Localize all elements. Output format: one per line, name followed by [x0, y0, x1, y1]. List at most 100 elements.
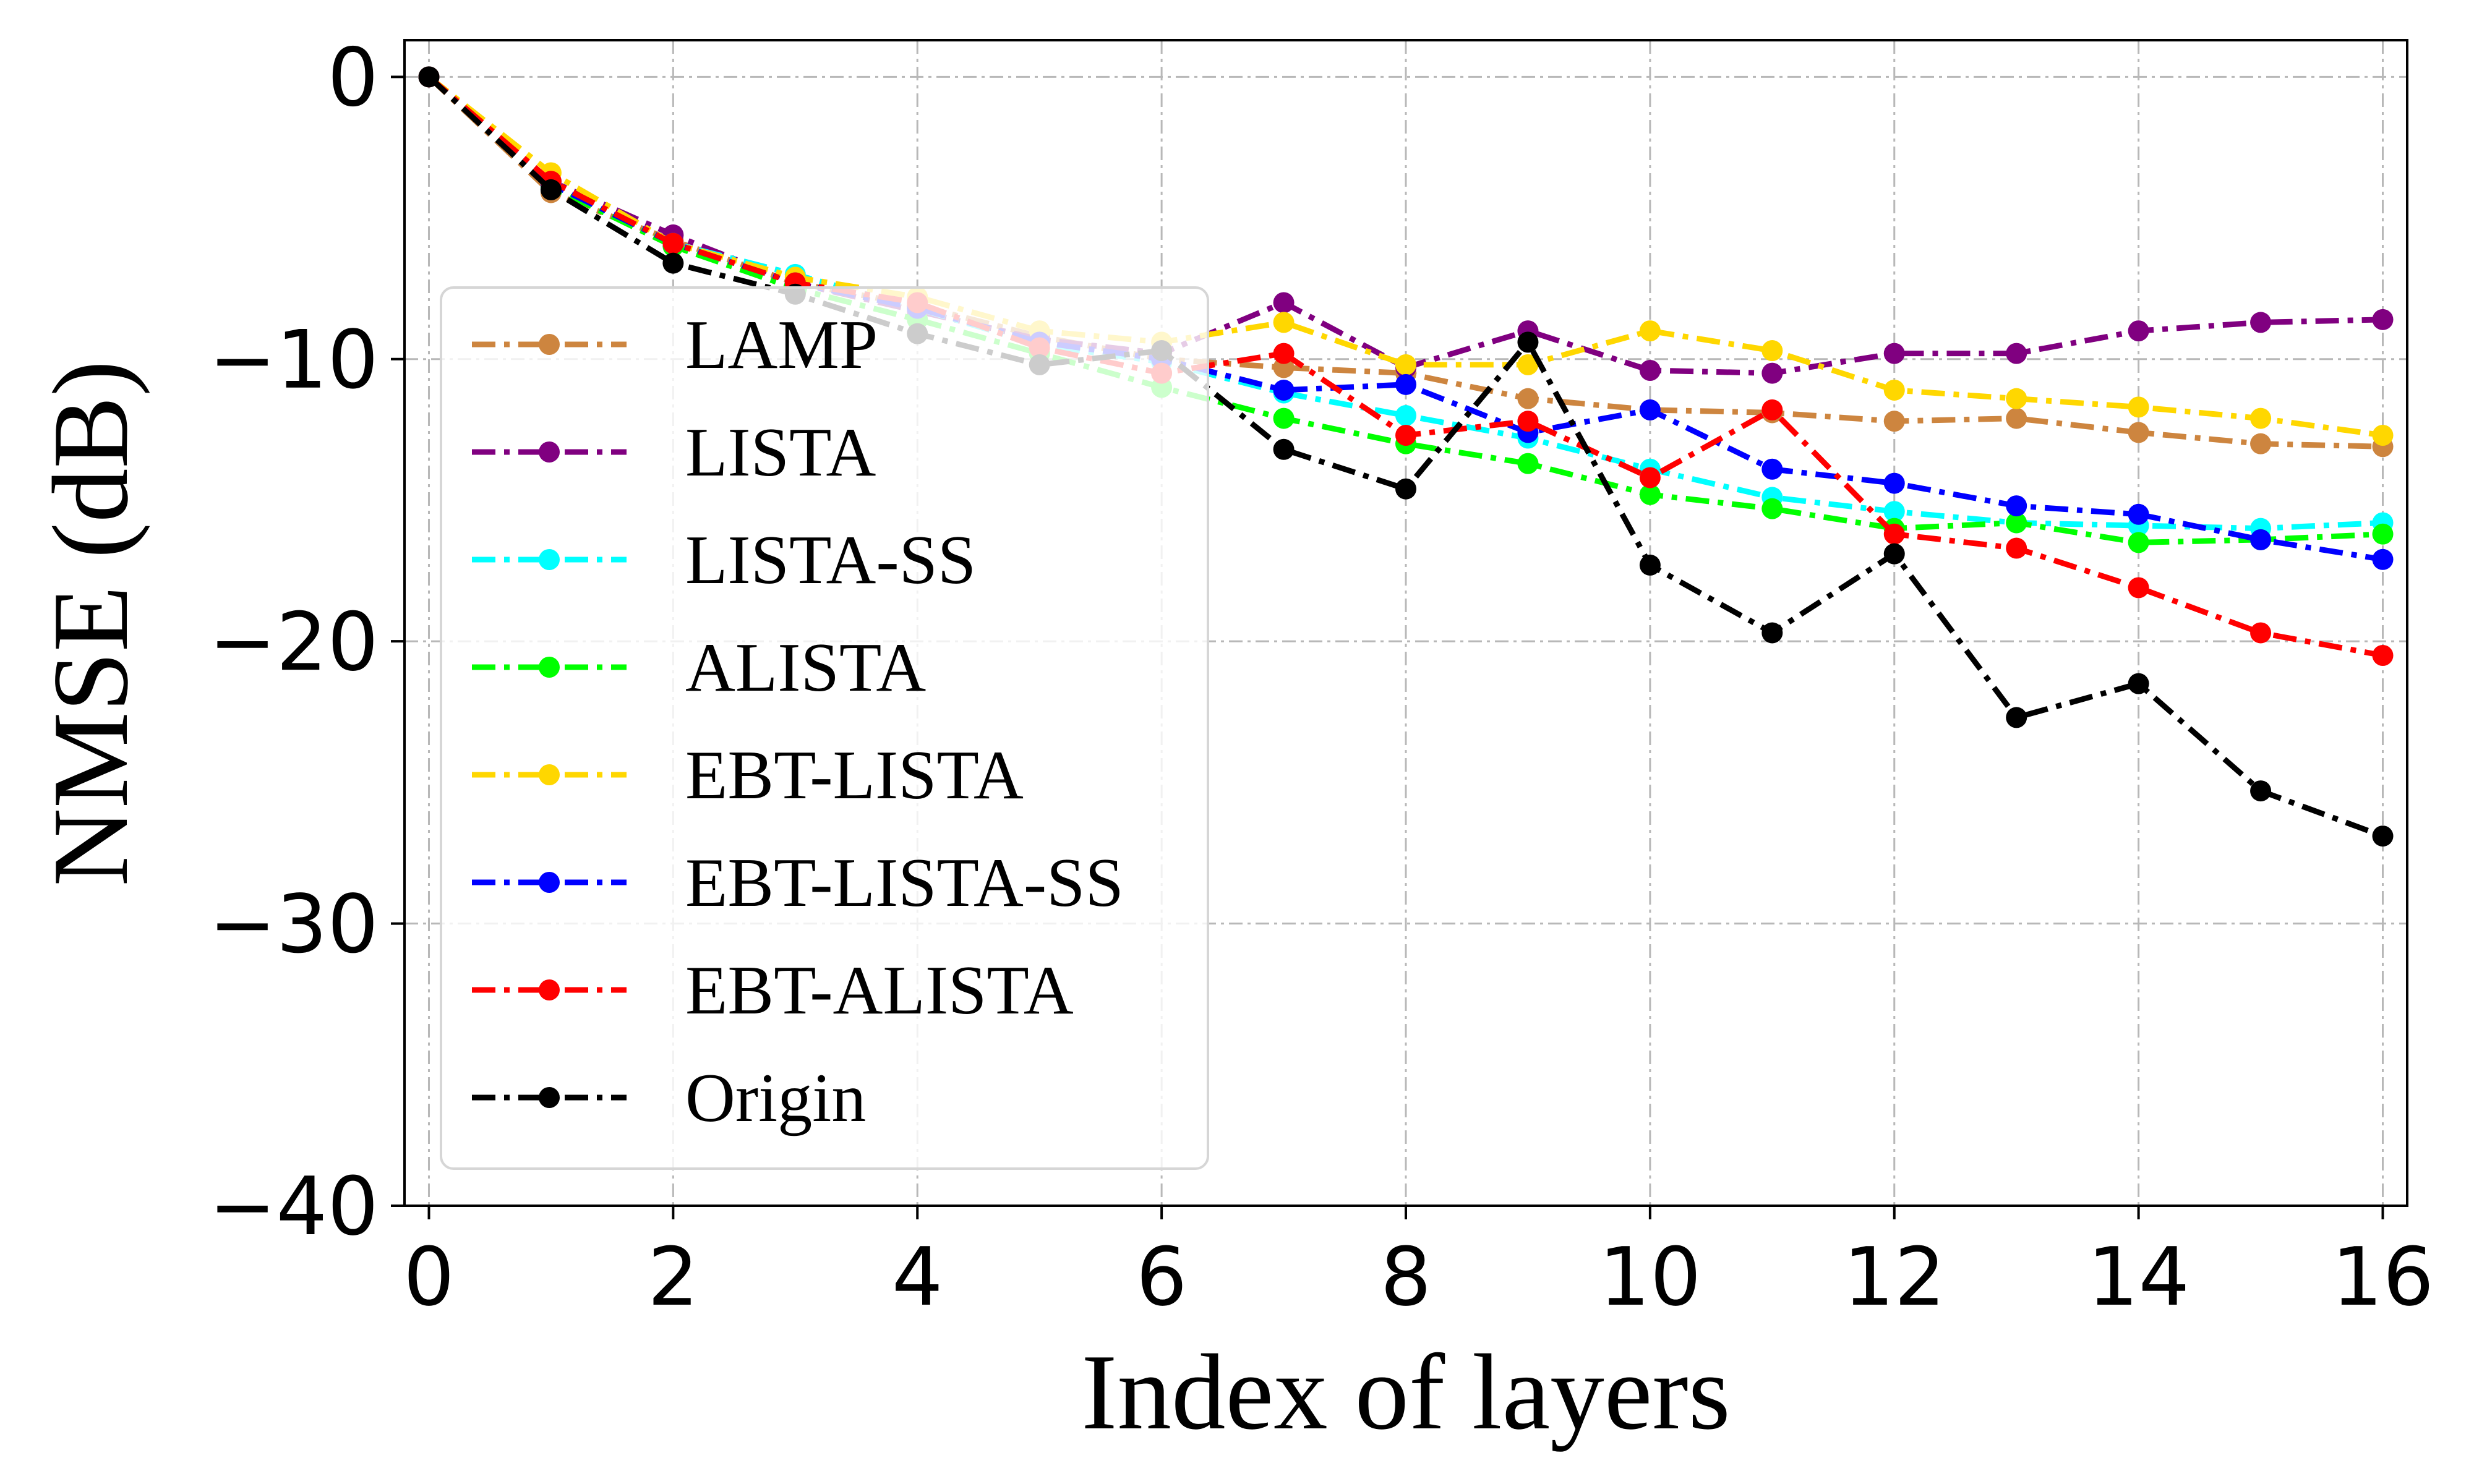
data-point [1883, 543, 1905, 565]
data-point [1761, 622, 1783, 644]
legend-item: LISTA [472, 414, 876, 491]
data-point [1883, 472, 1905, 494]
data-point [1273, 292, 1295, 313]
data-point [1395, 354, 1416, 375]
legend-item: EBT-LISTA-SS [472, 845, 1124, 921]
data-point [2372, 424, 2394, 446]
data-point [2372, 309, 2394, 330]
data-point [1761, 340, 1783, 362]
x-tick-label: 6 [1136, 1230, 1188, 1324]
series-group [418, 66, 2394, 847]
y-tick-label: −30 [209, 877, 379, 971]
legend-swatch-marker [539, 764, 560, 785]
y-tick-label: 0 [327, 30, 379, 124]
legend-label: ALISTA [685, 629, 926, 706]
data-point [2372, 523, 2394, 545]
data-point [2250, 312, 2272, 333]
data-point [1883, 343, 1905, 364]
data-point [2128, 503, 2149, 525]
y-tick-label: −10 [209, 313, 379, 407]
y-tick-label: −20 [209, 595, 379, 689]
data-point [1395, 478, 1416, 500]
legend-swatch-marker [539, 657, 560, 678]
legend: LAMP LISTA LISTA-SS ALISTA EBT-LISTA EBT-LIST… [440, 286, 1209, 1170]
data-point [1761, 458, 1783, 480]
legend-item: ALISTA [472, 629, 926, 706]
data-point [2006, 537, 2027, 559]
x-axis-label: Index of layers [1081, 1332, 1731, 1452]
data-point [2128, 396, 2149, 418]
data-point [662, 232, 684, 254]
data-point [2006, 407, 2027, 429]
data-point [2128, 673, 2149, 694]
data-point [1395, 424, 1416, 446]
legend-label: LISTA [685, 414, 876, 491]
data-point [1761, 399, 1783, 420]
x-tick-label: 2 [648, 1230, 699, 1324]
data-point [1273, 407, 1295, 429]
x-tick-label: 8 [1380, 1230, 1432, 1324]
x-tick-label: 16 [2332, 1230, 2434, 1324]
legend-label: LAMP [685, 307, 878, 383]
data-point [2006, 707, 2027, 728]
x-tick-label: 12 [1843, 1230, 1945, 1324]
data-point [1639, 320, 1661, 342]
legend-swatch-marker [539, 872, 560, 893]
legend-item: EBT-LISTA [472, 737, 1024, 814]
x-tick-label: 0 [403, 1230, 455, 1324]
legend-label: EBT-LISTA [685, 737, 1024, 814]
grid [404, 40, 2407, 1207]
legend-label: Origin [685, 1060, 866, 1136]
data-point [2250, 780, 2272, 802]
data-point [2006, 343, 2027, 364]
legend-box [440, 286, 1209, 1170]
series-line-alista [427, 74, 2383, 545]
series-line-origin [427, 75, 2384, 839]
data-point [1395, 373, 1416, 395]
data-point [1273, 379, 1295, 401]
legend-swatch-marker [539, 979, 560, 1000]
legend-item: EBT-ALISTA [472, 952, 1074, 1029]
data-point [1395, 405, 1416, 427]
data-point [1639, 484, 1661, 505]
legend-swatch-marker [539, 549, 560, 570]
data-point [1273, 312, 1295, 333]
data-point [2006, 512, 2027, 534]
data-point [2128, 532, 2149, 553]
data-point [2250, 622, 2272, 644]
data-point [1761, 498, 1783, 519]
legend-swatch-marker [539, 441, 560, 463]
data-point [2128, 577, 2149, 599]
data-point [2250, 407, 2272, 429]
data-point [1883, 523, 1905, 545]
data-point [1517, 411, 1539, 432]
data-point [1639, 467, 1661, 488]
legend-item: Origin [472, 1060, 866, 1136]
series-line-ebt-lista [427, 74, 2384, 438]
data-point [2006, 388, 2027, 409]
data-point [1883, 501, 1905, 522]
data-point [2006, 495, 2027, 517]
x-tick-label: 14 [2087, 1230, 2189, 1324]
data-point [540, 179, 562, 200]
data-point [1273, 438, 1295, 460]
data-point [2372, 548, 2394, 570]
data-point [2128, 422, 2149, 443]
legend-swatch-marker [539, 1087, 560, 1108]
legend-item: LAMP [472, 307, 878, 383]
data-point [1639, 554, 1661, 576]
y-axis-label: NMSE (dB) [30, 360, 150, 887]
data-point [2250, 433, 2272, 454]
data-point [1639, 399, 1661, 420]
y-tick-label: −40 [209, 1159, 379, 1253]
legend-label: EBT-LISTA-SS [685, 845, 1124, 921]
legend-label: EBT-ALISTA [685, 952, 1074, 1029]
data-point [1883, 411, 1905, 432]
data-point [2372, 644, 2394, 666]
data-point [418, 66, 440, 88]
data-point [1761, 362, 1783, 384]
legend-item: LISTA-SS [472, 522, 976, 599]
data-point [1517, 388, 1539, 409]
